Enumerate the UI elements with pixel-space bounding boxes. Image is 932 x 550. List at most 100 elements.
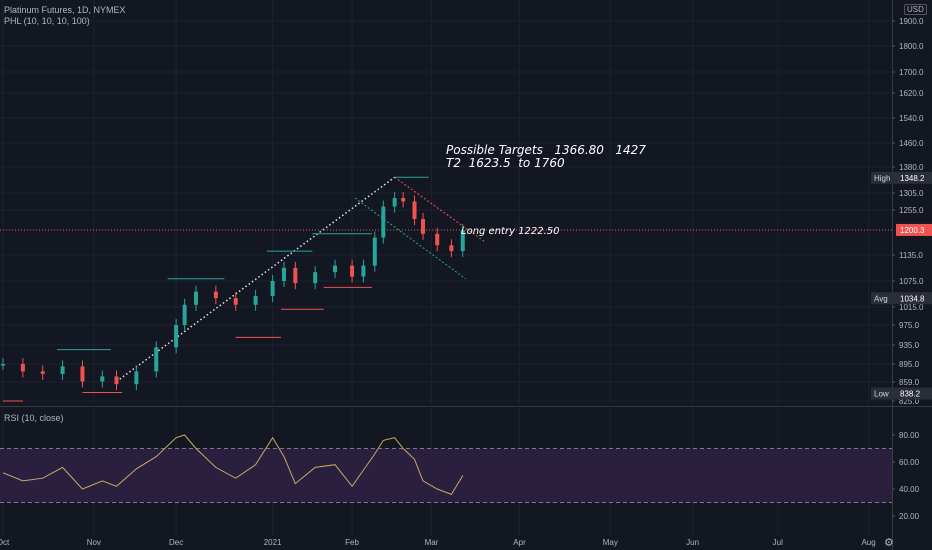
candle-body bbox=[435, 233, 440, 246]
price-candle bbox=[281, 261, 286, 287]
y-tick-label: 1540.0 bbox=[899, 114, 924, 123]
price-candle bbox=[392, 192, 397, 213]
price-candle bbox=[381, 200, 386, 244]
price-candle bbox=[253, 289, 258, 311]
price-label-name-box bbox=[871, 292, 896, 305]
price-label: Avg 1034.8 bbox=[871, 292, 932, 305]
price-candle bbox=[134, 365, 139, 391]
candle-body bbox=[174, 325, 179, 348]
price-label-value: 1348.2 bbox=[900, 174, 925, 183]
price-label: High 1348.2 bbox=[871, 171, 932, 184]
candle-body bbox=[281, 267, 286, 281]
currency-badge[interactable]: USD bbox=[904, 4, 927, 15]
x-tick-label: Feb bbox=[345, 538, 359, 547]
candle-body bbox=[401, 198, 406, 202]
price-label-name: Low bbox=[874, 390, 889, 399]
x-tick-label: 2021 bbox=[264, 538, 282, 547]
candle-body bbox=[361, 265, 366, 277]
price-label-name: High bbox=[874, 174, 890, 183]
price-label-name-box bbox=[871, 171, 896, 184]
price-candle bbox=[361, 259, 366, 283]
candle-body bbox=[293, 267, 298, 284]
y-tick-label: 1620.0 bbox=[899, 89, 924, 98]
candle-body bbox=[154, 347, 159, 372]
y-tick-label: 1700.0 bbox=[899, 68, 924, 77]
price-candle bbox=[372, 231, 377, 272]
y-tick-label: 935.0 bbox=[899, 341, 920, 350]
symbol-legend[interactable]: Platinum Futures, 1D, NYMEX bbox=[4, 5, 126, 15]
price-candle bbox=[293, 261, 298, 290]
candle-body bbox=[60, 366, 65, 374]
y-tick-label: 1135.0 bbox=[899, 251, 923, 260]
channel-upper-line bbox=[394, 176, 486, 243]
rsi-tick-label: 60.00 bbox=[899, 458, 920, 467]
candle-body bbox=[333, 265, 338, 273]
candle-body bbox=[134, 371, 139, 385]
candle-body bbox=[412, 201, 417, 220]
y-tick-label: 1380.0 bbox=[899, 163, 924, 172]
price-label-box bbox=[896, 387, 932, 400]
candle-body bbox=[350, 265, 355, 277]
x-tick-label: Aug bbox=[861, 538, 875, 547]
targets-annotation: Possible Targets 1366.80 1427 T2 1623.5 … bbox=[446, 144, 646, 170]
y-tick-label: 1900.0 bbox=[899, 17, 924, 26]
candle-body bbox=[421, 219, 426, 234]
rsi-band-fill bbox=[0, 448, 892, 503]
candle-body bbox=[1, 364, 5, 366]
candle-body bbox=[381, 206, 386, 238]
price-candle bbox=[114, 370, 119, 391]
candle-body bbox=[313, 272, 318, 284]
price-candle bbox=[193, 285, 198, 311]
uptrend-line bbox=[116, 176, 396, 383]
rsi-legend[interactable]: RSI (10, close) bbox=[4, 413, 64, 423]
price-candle bbox=[60, 360, 65, 380]
indicator-legend[interactable]: PHL (10, 10, 10, 100) bbox=[4, 16, 90, 26]
candle-body bbox=[114, 376, 119, 385]
price-label: 1200.3 bbox=[896, 223, 932, 236]
rsi-tick-label: 40.00 bbox=[899, 485, 920, 494]
candle-body bbox=[193, 291, 198, 305]
price-candle bbox=[154, 341, 159, 378]
targets-line-2: T2 1623.5 to 1760 bbox=[446, 156, 565, 170]
y-tick-label: 1075.0 bbox=[899, 277, 924, 286]
price-label: Low 838.2 bbox=[871, 387, 932, 400]
price-candle bbox=[401, 192, 406, 208]
x-tick-label: Dec bbox=[169, 538, 183, 547]
price-candle bbox=[449, 239, 454, 258]
rsi-tick-label: 20.00 bbox=[899, 512, 920, 521]
price-candle bbox=[80, 360, 85, 388]
y-tick-label: 1015.0 bbox=[899, 303, 924, 312]
price-label-name-box bbox=[871, 387, 896, 400]
candle-body bbox=[449, 245, 454, 252]
y-tick-label: 1460.0 bbox=[899, 139, 924, 148]
candle-body bbox=[253, 295, 258, 305]
price-label-box bbox=[896, 171, 932, 184]
channel-lower-line bbox=[354, 197, 466, 280]
candle-body bbox=[372, 237, 377, 266]
y-tick-label: 1255.0 bbox=[899, 206, 924, 215]
candle-body bbox=[392, 198, 397, 207]
candle-body bbox=[40, 371, 45, 374]
candle-body bbox=[270, 281, 275, 296]
y-tick-label: 895.0 bbox=[899, 360, 920, 369]
price-label-box bbox=[896, 292, 932, 305]
x-tick-label: Jul bbox=[773, 538, 783, 547]
entry-annotation: Long entry 1222.50 bbox=[461, 226, 560, 237]
price-label-box bbox=[896, 223, 932, 236]
price-candle bbox=[313, 266, 318, 290]
targets-line-1: Possible Targets 1366.80 1427 bbox=[446, 143, 646, 157]
candle-body bbox=[182, 304, 187, 325]
price-candle bbox=[435, 227, 440, 252]
price-candle bbox=[20, 358, 25, 378]
y-tick-label: 1800.0 bbox=[899, 42, 924, 51]
gear-icon[interactable]: ⚙ bbox=[884, 537, 894, 549]
y-tick-label: 1305.0 bbox=[899, 189, 924, 198]
price-label-value: 1034.8 bbox=[900, 294, 925, 303]
y-tick-label: 975.0 bbox=[899, 321, 920, 330]
price-candle bbox=[460, 224, 465, 258]
price-candle bbox=[100, 370, 105, 388]
price-label-value: 1200.3 bbox=[900, 226, 925, 235]
x-tick-label: Apr bbox=[513, 538, 526, 547]
candle-body bbox=[100, 376, 105, 382]
price-candle bbox=[412, 195, 417, 226]
